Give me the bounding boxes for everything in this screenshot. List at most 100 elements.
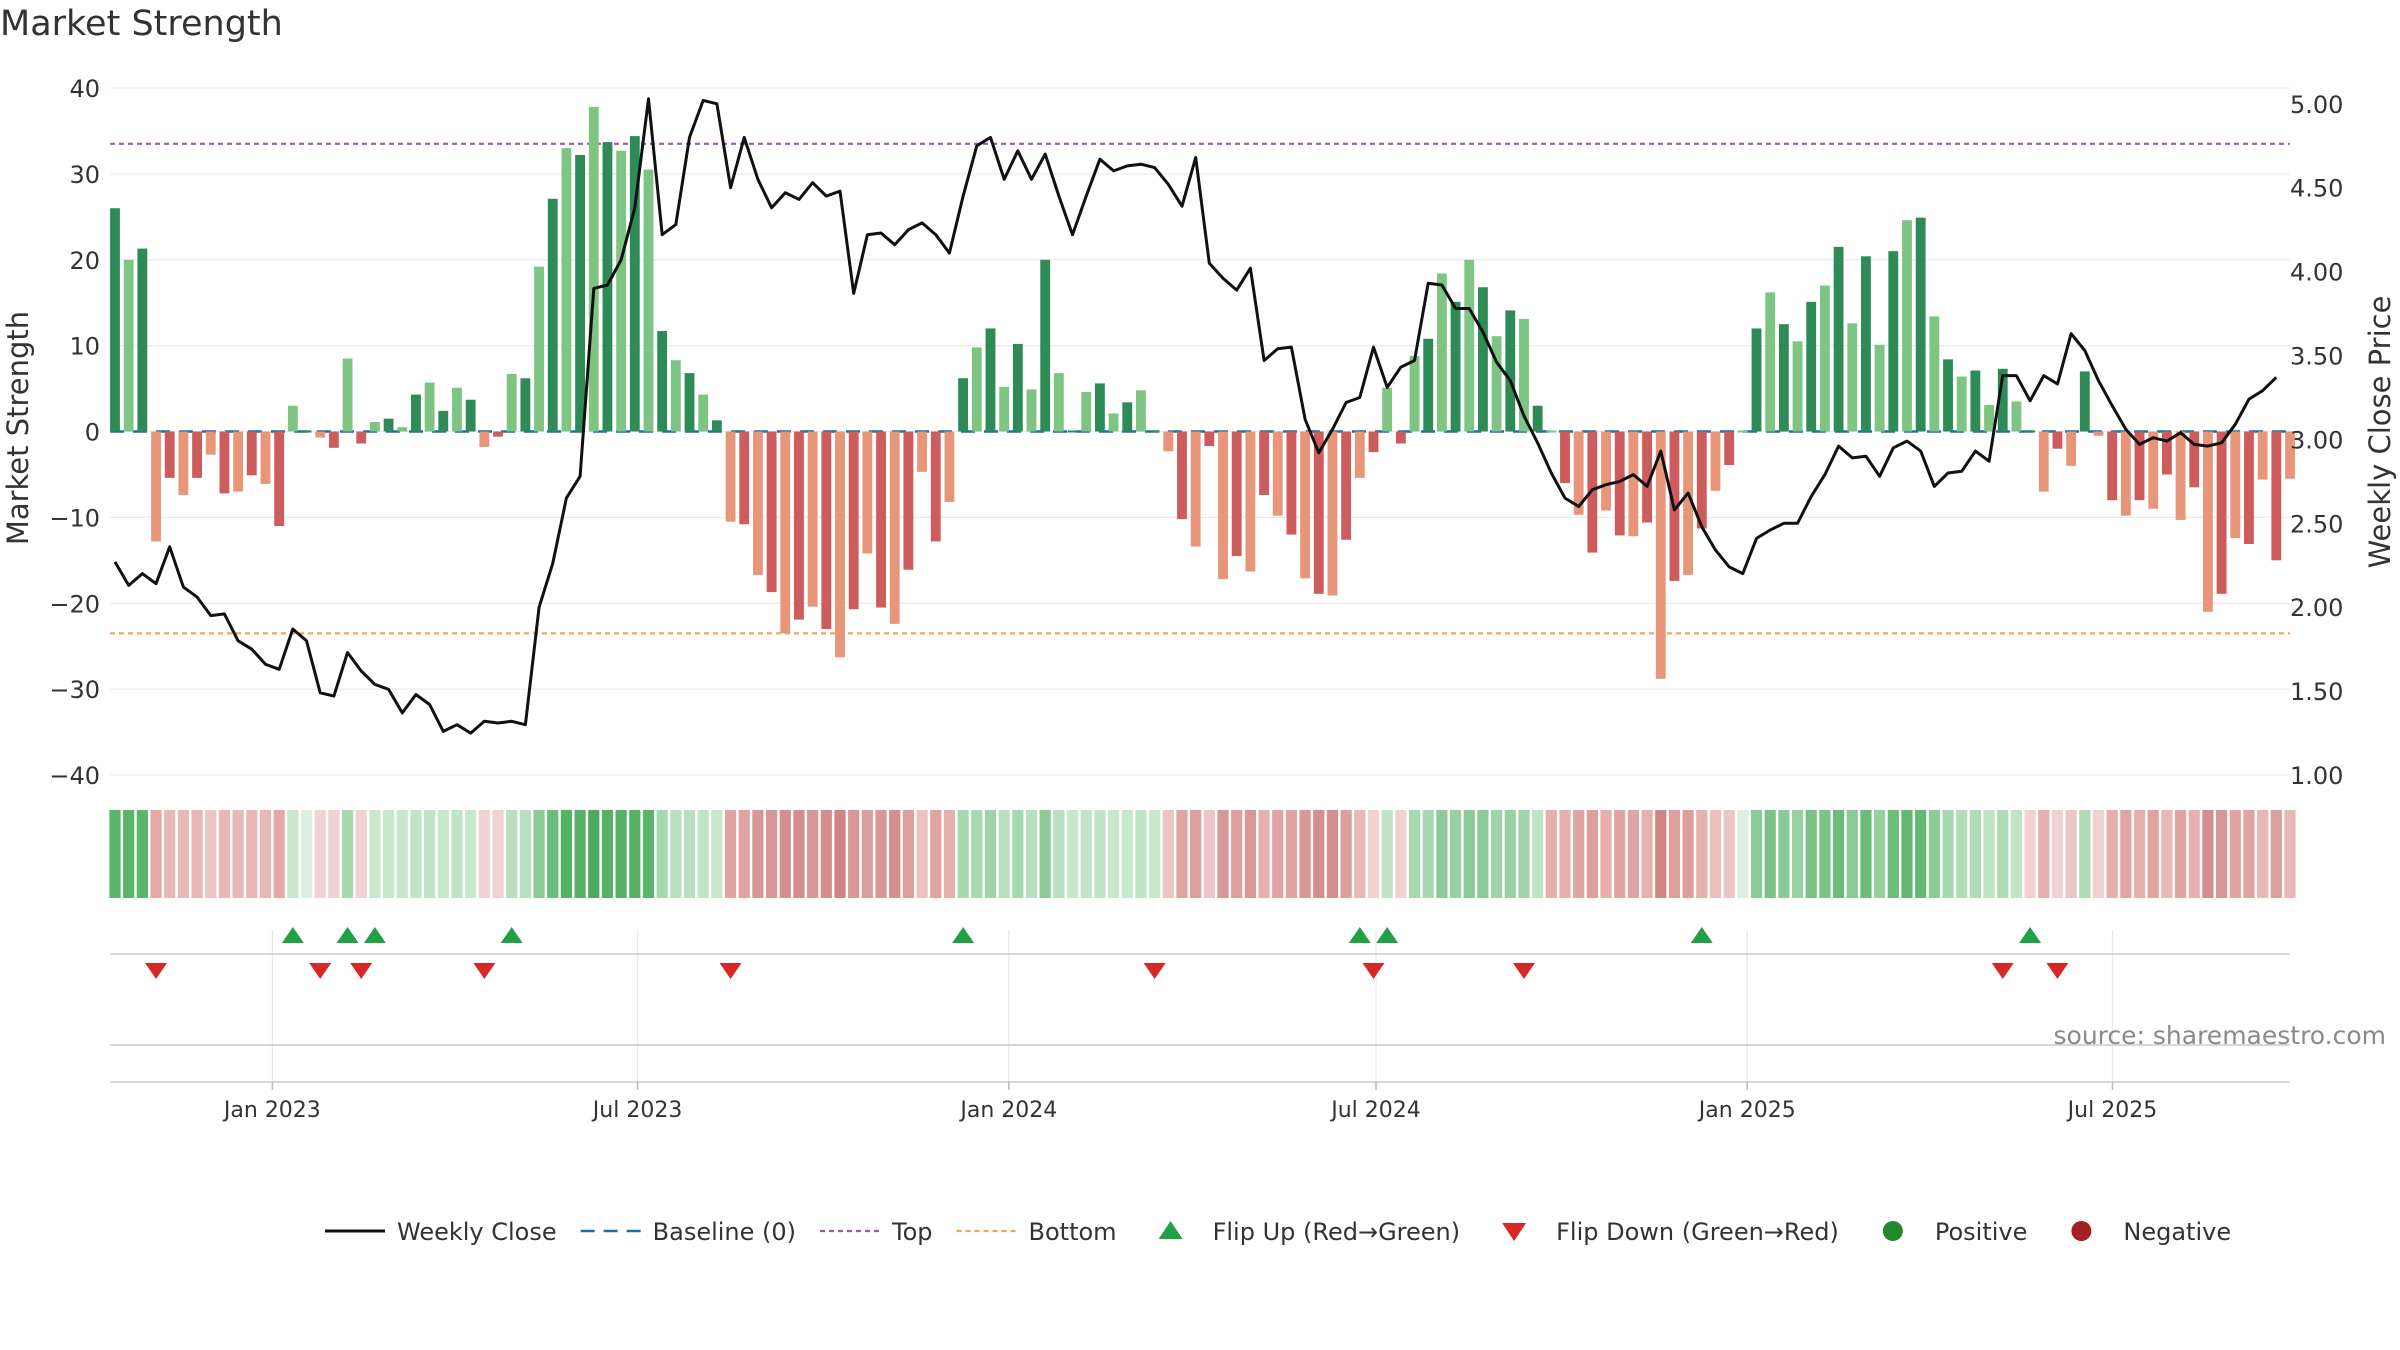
flip-up-marker [336,927,359,943]
strength-bar [616,150,627,432]
flip-up-marker [500,927,523,943]
x-tick-label: Jul 2024 [1329,1098,1421,1123]
strength-bar [2175,431,2186,520]
strip-cell [1805,810,1817,898]
strip-cell [1832,810,1845,898]
strength-bar [1382,387,1393,432]
strip-cell [848,810,860,898]
legend-label: Bottom [1029,1218,1117,1246]
strength-bar [1737,430,1748,433]
strip-cell [2243,810,2255,898]
strength-bar [848,431,859,610]
left-tick-label: −10 [49,504,100,532]
strength-bar [1327,431,1338,596]
strength-bar [1601,431,1611,511]
strip-cell [1614,810,1626,898]
strength-bar [971,347,982,432]
strip-cell [1422,810,1434,898]
strength-bar [1081,391,1092,432]
strength-bar [1573,431,1584,515]
strength-bar [1628,431,1639,537]
x-axis: Jan 2023 Jul 2023 Jan 2024 Jul 2024 Jan 2025… [110,1081,2290,1123]
strength-bar [917,431,927,472]
strip-cell [2010,810,2023,898]
legend: Weekly Close Baseline (0) Top Bottom Flip Up… [325,1218,2231,1246]
strip-cell [451,810,463,898]
strip-cell [1655,810,1667,898]
legend-label: Weekly Close [397,1218,557,1246]
strip-cell [1012,810,1024,898]
strip-cell [1737,810,1749,898]
strength-bar [438,410,449,432]
strength-bar [1847,323,1858,432]
strip-cell [2202,810,2214,898]
strength-bar [1094,383,1105,432]
strip-cell [1846,810,1858,898]
strength-bar [246,431,257,476]
left-tick-label: −30 [49,676,100,704]
strength-bar [506,373,517,432]
strip-cell [519,810,531,898]
right-axis: 5.00 4.50 4.00 3.50 3.00 2.50 2.00 1.50 1.00 [2290,91,2343,790]
strength-bar [424,382,435,432]
strength-bar [780,431,791,634]
strip-cell [984,810,997,898]
strength-bar [411,394,421,432]
left-tick-label: 20 [69,247,100,275]
strip-cell [1053,810,1065,898]
chart-title: Market Strength [0,4,283,44]
legend-item: Top [820,1218,933,1246]
legend-item: Flip Up (Red→Green) [1158,1218,1460,1246]
strip-cell [1066,810,1079,898]
strength-bar [1354,431,1365,478]
left-tick-label: 0 [85,419,100,447]
strip-cell [424,810,436,898]
strength-bar [1286,431,1297,535]
strength-bar [2189,431,2200,488]
gridlines [110,87,2290,1085]
strip-cell [574,810,586,898]
strip-cell [1778,810,1790,898]
strength-bar [342,358,353,432]
strip-cell [1545,810,1557,898]
strip-cell [328,810,340,898]
flip-up-marker [281,927,304,943]
strength-bar [1395,431,1406,444]
strip-cell [1860,810,1872,898]
flip-up-marker [1690,927,1713,943]
flip-down-marker [2046,963,2069,979]
strip-cell [1231,810,1243,898]
strip-cell [1299,810,1311,898]
strength-bar [794,431,804,620]
strength-bar [356,431,367,444]
strip-cell [820,810,832,898]
flip-up-marker [363,927,386,943]
strength-bar [657,331,668,432]
strip-cell [191,810,203,898]
strip-cell [465,810,477,898]
strip-cell [670,810,682,898]
strength-bar [1765,292,1776,432]
flip-up-marker [1376,927,1399,943]
strength-bar [643,169,654,432]
strength-bar [1231,431,1242,557]
strip-cell [807,810,819,898]
strip-cell [150,810,162,898]
strip-cell [957,810,969,898]
strip-cell [1354,810,1366,898]
strength-bar [2216,431,2227,594]
strip-cell [1258,810,1270,898]
strip-cell [109,810,121,898]
strength-bar [985,328,996,432]
strip-cell [1532,810,1544,898]
right-tick-label: 1.50 [2290,678,2343,706]
strip-cell [1039,810,1051,898]
strip-cell [834,810,846,898]
x-tick-label: Jan 2025 [1697,1098,1796,1123]
strength-bar [1053,373,1064,432]
strength-bar [205,431,216,455]
strength-bar [876,431,886,608]
strip-cell [1559,810,1571,898]
strength-bar [1970,370,1981,432]
